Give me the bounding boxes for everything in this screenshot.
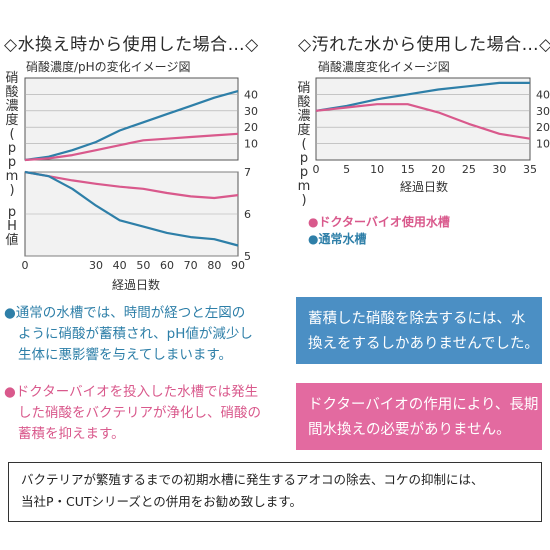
bullet-line: した硝酸をバクテリアが浄化し、硝酸の [18, 405, 261, 421]
legend-item-normal: ●通常水槽 [308, 231, 450, 248]
bullet-dot: ● [4, 305, 16, 321]
x-tick-label: 50 [136, 259, 150, 272]
y-tick-label: 10 [244, 138, 258, 151]
x-tick-label: 10 [370, 163, 384, 176]
legend-label-bio: ドクターバイオ使用水槽 [318, 215, 450, 229]
y-tick-label: 40 [536, 88, 550, 101]
legend: ●ドクターバイオ使用水槽 ●通常水槽 [308, 214, 450, 248]
x-tick-label: 40 [113, 259, 127, 272]
x-tick-label: 0 [22, 259, 29, 272]
y-tick-label: 30 [536, 105, 550, 118]
legend-item-bio: ●ドクターバイオ使用水槽 [308, 214, 450, 231]
note-line: 当社P・CUTシリーズとの併用をお勧め致します。 [21, 494, 303, 509]
series-line-0 [315, 81, 530, 112]
y-tick-label: 7 [244, 166, 251, 179]
y-tick-label: 5 [244, 250, 251, 263]
right-nitrate-ylabel: 硝酸濃度 (p p m) [297, 81, 311, 208]
bullet-line: 蓄積を抑えます。 [18, 426, 125, 442]
series-line-0 [24, 90, 239, 162]
box-line: 蓄積した硝酸を除去するには、水 [308, 311, 526, 327]
series-line-1 [315, 103, 531, 140]
bullet-normal: ●通常の水槽では、時間が経つと左図の ように硝酸が蓄積され、pH値が減少し 生体… [4, 303, 294, 366]
box-line: ドクターバイオの作用により、長期 [308, 397, 539, 413]
x-tick-label: 0 [313, 163, 320, 176]
y-tick-label: 30 [244, 105, 258, 118]
box-normal: 蓄積した硝酸を除去するには、水 換えをするしかありませんでした。 [296, 297, 542, 364]
bullet-bio: ●ドクターバイオを投入した水槽では発生 した硝酸をバクテリアが浄化し、硝酸の 蓄… [4, 382, 294, 445]
x-tick-label: 80 [207, 259, 221, 272]
y-tick-label: 20 [244, 121, 258, 134]
bullet-line: ドクターバイオを投入した水槽では発生 [15, 384, 259, 400]
x-tick-label: 90 [231, 259, 245, 272]
series-line-0 [24, 170, 239, 200]
legend-dot-normal: ● [308, 232, 319, 246]
x-tick-label: 60 [160, 259, 174, 272]
note-line: バクテリアが繁殖するまでの初期水槽に発生するアオコの除去、コケの抑制には、 [21, 472, 484, 487]
box-line: 間水換えの必要がありません。 [308, 422, 511, 438]
left-nitrate-ylabel: 硝酸濃度 (p p m) [5, 71, 19, 198]
right-heading: ◇汚れた水から使用した場合…◇ [298, 35, 550, 55]
box-bio: ドクターバイオの作用により、長期 間水換えの必要がありません。 [296, 383, 542, 450]
note-box: バクテリアが繁殖するまでの初期水槽に発生するアオコの除去、コケの抑制には、 当社… [8, 462, 542, 522]
box-line: 換えをするしかありませんでした。 [308, 336, 539, 352]
series-line-1 [24, 170, 239, 247]
x-tick-label: 70 [184, 259, 198, 272]
left-heading: ◇水換え時から使用した場合…◇ [4, 35, 259, 55]
legend-dot-bio: ● [308, 215, 319, 229]
series-line-1 [24, 132, 239, 162]
y-tick-label: 40 [244, 88, 258, 101]
bullet-line: 通常の水槽では、時間が経つと左図の [15, 305, 246, 321]
plot-area [315, 77, 531, 161]
y-tick-label: 10 [536, 138, 550, 151]
x-tick-label: 15 [401, 163, 415, 176]
bullet-dot: ● [4, 384, 16, 400]
bullet-line: ように硝酸が蓄積され、pH値が減少し [18, 326, 253, 342]
right-xlabel: 経過日数 [400, 180, 449, 194]
y-tick-label: 20 [536, 121, 550, 134]
y-tick-label: 6 [244, 208, 251, 221]
x-tick-label: 25 [462, 163, 476, 176]
right-chart-title: 硝酸濃度変化イメージ図 [318, 60, 450, 74]
legend-label-normal: 通常水槽 [318, 232, 367, 246]
x-tick-label: 5 [343, 163, 350, 176]
left-chart-title: 硝酸濃度/pHの変化イメージ図 [26, 60, 191, 74]
left-xlabel: 経過日数 [112, 278, 161, 292]
x-tick-label: 20 [431, 163, 445, 176]
x-tick-label: 30 [492, 163, 506, 176]
bullet-line: 生体に悪影響を与えてしまいます。 [18, 347, 232, 363]
x-tick-label: 35 [523, 163, 537, 176]
plot-area [24, 77, 239, 161]
x-tick-label: 30 [89, 259, 103, 272]
